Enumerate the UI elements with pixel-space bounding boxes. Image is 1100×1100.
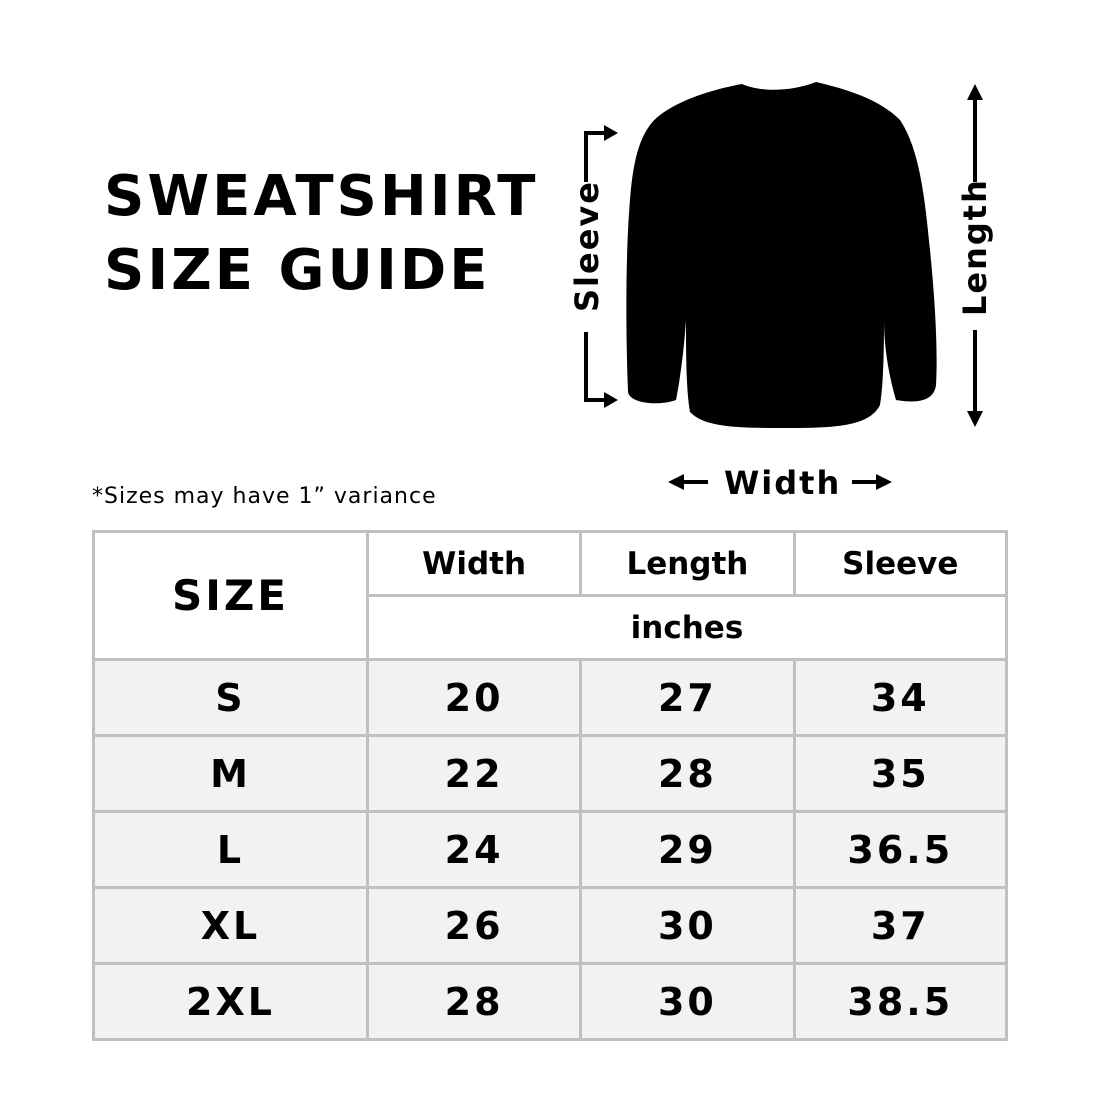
- table-row: S 20 27 34: [92, 658, 1009, 737]
- length-label: Length: [956, 178, 994, 316]
- sleeve-cell: 38.5: [792, 962, 1009, 1041]
- width-header: Width: [365, 530, 583, 597]
- size-cell: M: [92, 734, 369, 813]
- sleeve-arrow: [584, 131, 606, 402]
- sleeve-cell: 35: [792, 734, 1009, 813]
- table-row: 2XL 28 30 38.5: [92, 962, 1009, 1041]
- arrow-head-icon: [604, 125, 618, 141]
- width-label: Width: [724, 464, 841, 502]
- header-row: SIZE Width Length Sleeve: [92, 530, 1009, 661]
- sleeve-cell: 36.5: [792, 810, 1009, 889]
- table-row: XL 26 30 37: [92, 886, 1009, 965]
- size-cell: S: [92, 658, 369, 737]
- size-cell: XL: [92, 886, 369, 965]
- arrow-up-icon: [967, 84, 983, 100]
- title-line-1: SWEATSHIRT: [104, 164, 539, 229]
- width-cell: 24: [365, 810, 583, 889]
- sleeve-label: Sleeve: [568, 180, 606, 312]
- width-cell: 28: [365, 962, 583, 1041]
- arrow-head-icon: [604, 392, 618, 408]
- sweatshirt-diagram: Sleeve Length Width: [568, 82, 994, 502]
- table-row: M 22 28 35: [92, 734, 1009, 813]
- sleeve-header: Sleeve: [792, 530, 1009, 597]
- size-cell: 2XL: [92, 962, 369, 1041]
- title-line-2: SIZE GUIDE: [104, 238, 491, 303]
- arrow-down-icon: [967, 411, 983, 427]
- sweatshirt-image: [626, 82, 937, 428]
- arrow-left-icon: [668, 474, 684, 490]
- size-cell: L: [92, 810, 369, 889]
- width-cell: 22: [365, 734, 583, 813]
- size-table: SIZE Width Length Sleeve inches S 20 27 …: [92, 530, 1009, 1041]
- size-header: SIZE: [92, 530, 369, 661]
- unit-row: inches: [94, 594, 1009, 661]
- length-header: Length: [579, 530, 796, 597]
- arrow-right-icon: [876, 474, 892, 490]
- unit-label: inches: [365, 594, 1009, 661]
- length-cell: 30: [579, 962, 796, 1041]
- page-title: SWEATSHIRT SIZE GUIDE: [104, 160, 538, 308]
- length-cell: 27: [579, 658, 796, 737]
- length-cell: 28: [579, 734, 796, 813]
- sleeve-cell: 37: [792, 886, 1009, 965]
- length-cell: 29: [579, 810, 796, 889]
- length-cell: 30: [579, 886, 796, 965]
- width-cell: 26: [365, 886, 583, 965]
- sleeve-cell: 34: [792, 658, 1009, 737]
- width-cell: 20: [365, 658, 583, 737]
- table-row: L 24 29 36.5: [92, 810, 1009, 889]
- variance-note: *Sizes may have 1” variance: [92, 484, 437, 509]
